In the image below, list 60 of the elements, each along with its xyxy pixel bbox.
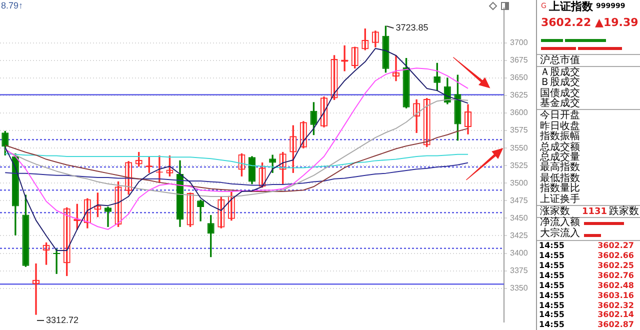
annotation: 3312.72 (46, 314, 79, 325)
y-tick-label: 3350 (510, 284, 528, 293)
text: 总成交量 (540, 152, 580, 163)
text: 昨日收盘 (540, 121, 580, 132)
text: 净流入额 (540, 217, 580, 228)
text: 14:55 (539, 261, 564, 270)
y-tick-label: 3500 (510, 178, 528, 188)
text: 3602.22 (541, 16, 592, 29)
text: 今日开盘 (540, 110, 580, 121)
y-tick-label: 3550 (510, 143, 528, 152)
y-tick-label: 3650 (510, 73, 528, 82)
y-tick-label: 3525 (510, 160, 528, 170)
text: 3602.25 (598, 261, 634, 270)
text: 14:55 (539, 320, 564, 329)
y-tick-label: 3625 (510, 90, 528, 100)
y-tick-label: 3400 (510, 248, 528, 258)
text: 3603.16 (598, 291, 634, 300)
candlestick (104, 206, 112, 227)
text: 大宗流入 (540, 228, 580, 239)
text: 14:55 (539, 251, 564, 260)
text: 指数量比 (540, 183, 580, 194)
annotation: 3723.85 (396, 22, 428, 33)
text: 3602.76 (598, 271, 634, 280)
text: 1131 (582, 207, 608, 217)
text: 14:55 (539, 241, 564, 250)
text: 3602.48 (598, 281, 634, 290)
text: 涨家数 (540, 206, 570, 217)
y-tick-label: 3450 (510, 213, 528, 222)
text: 3602.14 (598, 310, 634, 319)
text: 最高指数 (540, 162, 580, 173)
text: 总成交额 (540, 142, 580, 153)
y-tick-label: 3375 (510, 266, 528, 276)
text: 基金成交 (540, 98, 580, 109)
text: 3602.87 (598, 320, 634, 329)
text: Ａ股成交 (540, 67, 580, 78)
y-tick-label: 3675 (510, 56, 528, 65)
text: 沪总市值 (540, 55, 580, 66)
y-tick-label: 3425 (510, 230, 528, 240)
annotation: 8.79↑ (1, 0, 24, 10)
y-tick-label: 3700 (510, 38, 528, 48)
text: 14:55 (539, 301, 564, 310)
text: 14:55 (539, 310, 564, 319)
text: 指数振幅 (540, 131, 580, 142)
text: 3602.66 (598, 251, 634, 260)
y-tick-label: 3475 (510, 196, 528, 205)
text: 上证指数 (549, 0, 593, 13)
text: 3602.32 (598, 301, 634, 310)
text: 上证换手 (540, 194, 580, 205)
text: 国债成交 (540, 88, 580, 99)
text: 14:55 (539, 281, 564, 290)
y-tick-label: 3575 (510, 126, 528, 135)
candlestick (53, 248, 60, 274)
text: 14:55 (539, 291, 564, 300)
text: ▲19.39 (595, 16, 638, 29)
y-tick-label: 3600 (510, 108, 528, 118)
text: 跌家数 (609, 206, 639, 217)
text: 14:55 (539, 271, 564, 280)
text: 3602.27 (598, 241, 634, 250)
text: 最低指数 (540, 173, 580, 184)
text: Ｂ股成交 (540, 77, 580, 88)
